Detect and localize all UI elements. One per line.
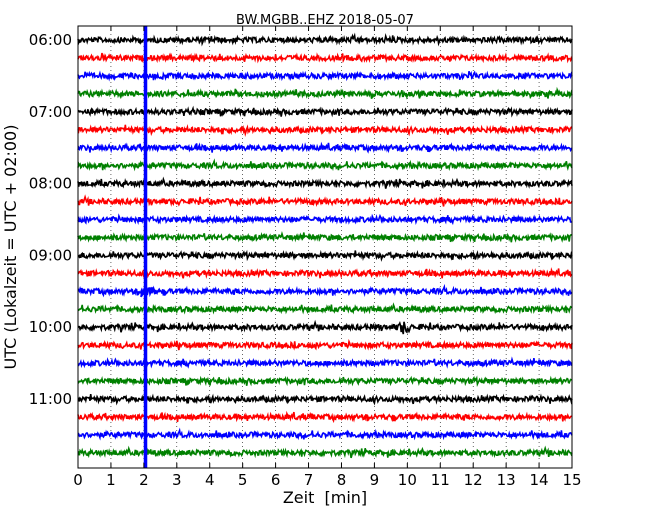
trace-row xyxy=(77,393,573,406)
chart-title: BW.MGBB..EHZ 2018-05-07 xyxy=(236,13,414,28)
trace-row xyxy=(77,283,573,298)
y-axis-ticks: 06:00 07:00 08:00 09:00 10:00 11:00 xyxy=(29,31,572,408)
x-tick-label: 3 xyxy=(172,471,182,489)
x-axis-ticks: 0 1 2 3 4 5 6 7 8 9 10 11 12 13 14 15 xyxy=(73,26,582,489)
trace-row xyxy=(77,158,573,172)
y-tick-label: 11:00 xyxy=(29,390,72,408)
trace-row xyxy=(77,338,573,351)
trace-row xyxy=(77,249,573,262)
trace-row xyxy=(77,267,573,280)
trace-row xyxy=(77,445,573,459)
trace-row xyxy=(77,32,573,47)
x-tick-label: 12 xyxy=(464,471,483,489)
y-tick-label: 10:00 xyxy=(29,318,72,336)
trace-row xyxy=(77,427,573,441)
x-tick-label: 7 xyxy=(304,471,314,489)
grid-lines xyxy=(110,26,540,468)
trace-row xyxy=(77,141,573,154)
x-tick-label: 15 xyxy=(562,471,581,489)
trace-row xyxy=(77,105,573,118)
x-tick-label: 10 xyxy=(398,471,417,489)
y-tick-label: 07:00 xyxy=(29,103,72,121)
trace-row xyxy=(77,70,573,82)
x-tick-label: 9 xyxy=(370,471,380,489)
x-tick-label: 6 xyxy=(271,471,281,489)
x-tick-label: 11 xyxy=(431,471,450,489)
trace-row xyxy=(77,176,573,190)
trace-row xyxy=(77,194,573,207)
x-tick-label: 1 xyxy=(106,471,116,489)
x-tick-label: 4 xyxy=(205,471,215,489)
y-tick-label: 08:00 xyxy=(29,175,72,193)
trace-row xyxy=(77,356,573,369)
trace-row xyxy=(77,52,573,64)
y-tick-label: 06:00 xyxy=(29,31,72,49)
event-burst xyxy=(139,287,161,298)
x-tick-label: 13 xyxy=(497,471,516,489)
trace-row xyxy=(77,302,573,315)
plot-frame xyxy=(77,25,573,469)
x-tick-label: 14 xyxy=(530,471,549,489)
trace-row xyxy=(77,319,573,335)
seismic-traces xyxy=(77,32,573,459)
x-tick-label: 0 xyxy=(73,471,83,489)
trace-row xyxy=(77,86,573,100)
event-markers xyxy=(139,26,161,468)
y-tick-label: 09:00 xyxy=(29,246,72,264)
x-axis-label: Zeit [min] xyxy=(283,488,367,507)
trace-row xyxy=(77,410,573,424)
trace-row xyxy=(77,124,573,137)
x-tick-label: 8 xyxy=(337,471,347,489)
x-tick-label: 5 xyxy=(238,471,248,489)
trace-row xyxy=(77,213,572,226)
x-tick-label: 2 xyxy=(139,471,149,489)
y-axis-label: UTC (Lokalzeit = UTC + 02:00) xyxy=(1,125,20,370)
trace-row xyxy=(77,375,573,387)
trace-row xyxy=(77,230,573,243)
